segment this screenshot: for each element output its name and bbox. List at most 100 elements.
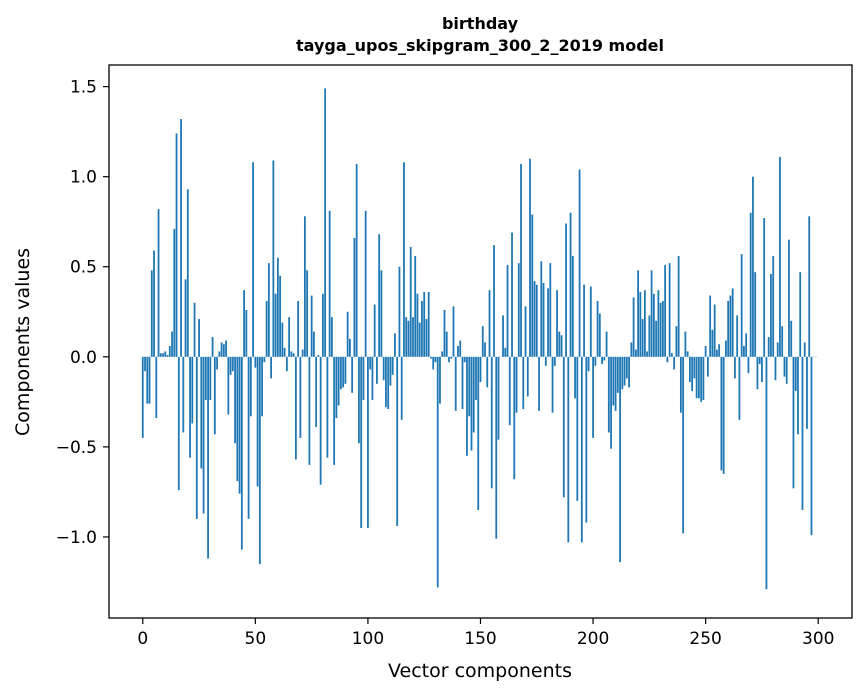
bar <box>758 356 761 365</box>
bar <box>731 288 734 357</box>
bar <box>285 356 288 372</box>
bar <box>628 356 630 388</box>
bar <box>502 315 504 357</box>
bar <box>788 239 790 357</box>
bar <box>738 356 741 420</box>
bar <box>236 356 239 482</box>
bar <box>526 356 529 397</box>
bar <box>369 356 372 370</box>
bar <box>157 209 160 357</box>
bar <box>652 293 655 357</box>
bar <box>371 356 374 401</box>
bar <box>785 356 788 384</box>
bar <box>220 342 223 357</box>
bar <box>324 88 327 357</box>
bar <box>718 344 721 357</box>
bar <box>207 356 209 559</box>
x-tick-label: 250 <box>689 629 721 649</box>
bar <box>538 356 540 411</box>
bar <box>414 255 417 357</box>
bar <box>801 356 804 510</box>
bar <box>648 315 651 357</box>
bar <box>682 356 685 534</box>
bar <box>144 356 146 372</box>
bar <box>459 340 462 357</box>
bar-series <box>141 88 817 590</box>
bar <box>425 318 428 357</box>
bar <box>412 317 414 357</box>
bar <box>576 356 579 501</box>
bar <box>707 356 709 377</box>
bar <box>349 338 351 357</box>
bar <box>436 356 439 588</box>
bar <box>810 356 813 536</box>
bar <box>310 295 313 357</box>
bar <box>231 356 234 372</box>
bar <box>166 355 169 357</box>
bar <box>355 164 358 357</box>
bar <box>481 326 484 357</box>
bar <box>189 356 191 458</box>
x-tick-label: 100 <box>352 629 384 649</box>
bar <box>761 356 763 383</box>
bar <box>427 291 430 357</box>
bar <box>376 356 378 384</box>
bar <box>497 356 500 440</box>
bar <box>346 311 349 357</box>
bar <box>583 284 585 357</box>
bar <box>301 349 304 357</box>
bar <box>249 356 252 417</box>
bar <box>776 342 779 357</box>
bar <box>315 356 318 428</box>
bar <box>686 351 689 357</box>
bar <box>511 232 513 357</box>
bar <box>204 356 207 401</box>
bar <box>362 356 365 401</box>
bar <box>601 356 603 365</box>
bar <box>247 356 250 519</box>
bar <box>238 356 241 494</box>
bar <box>175 133 178 357</box>
bar <box>272 160 275 357</box>
bar <box>484 342 486 357</box>
bar <box>353 237 356 357</box>
bar <box>351 356 354 393</box>
bar <box>650 270 653 357</box>
bar <box>524 306 527 357</box>
bar <box>661 300 664 357</box>
bar <box>542 282 545 357</box>
bar <box>634 349 637 357</box>
y-tick-label: 1.5 <box>70 78 97 98</box>
bar <box>506 264 509 357</box>
bar <box>333 356 336 465</box>
bar <box>736 315 739 357</box>
bar <box>657 290 660 357</box>
bar <box>373 304 376 357</box>
bar <box>531 214 534 357</box>
bar <box>477 356 480 510</box>
bar <box>270 356 273 379</box>
bar <box>382 356 385 381</box>
y-tick-label: 0.0 <box>70 348 97 368</box>
bar <box>727 300 730 357</box>
bar <box>797 356 799 435</box>
bar <box>472 356 475 433</box>
bar <box>716 349 718 357</box>
bar <box>668 263 671 357</box>
bar <box>571 255 574 357</box>
bar <box>267 263 270 357</box>
bar <box>279 275 282 357</box>
bar <box>319 356 322 485</box>
bar <box>380 270 383 357</box>
y-axis-label: Components values <box>12 248 34 436</box>
bar <box>522 356 525 410</box>
bar <box>720 356 723 471</box>
bar <box>486 356 489 388</box>
bar <box>632 297 635 357</box>
bar <box>779 156 781 357</box>
bar <box>265 300 268 357</box>
bar <box>155 356 158 419</box>
bar <box>598 313 601 357</box>
bar <box>450 356 453 359</box>
